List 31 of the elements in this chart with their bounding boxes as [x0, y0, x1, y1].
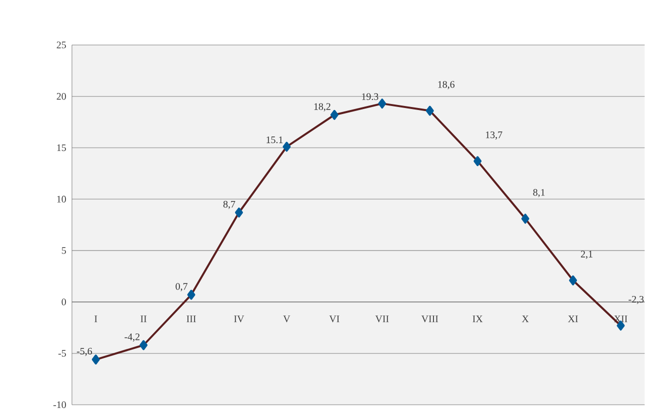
x-tick-label: XII: [614, 315, 628, 322]
data-label: 0,7: [176, 282, 188, 292]
data-label: -4,2: [124, 333, 140, 342]
data-label: 8,7: [223, 200, 236, 209]
data-label: 15.1: [266, 136, 283, 144]
x-tick-label: X: [522, 315, 529, 322]
y-tick-label: 20: [56, 92, 66, 100]
data-label: 8,1: [533, 188, 545, 197]
data-label: -5,6: [76, 348, 92, 356]
x-tick-label: IX: [472, 315, 483, 322]
x-tick-label: XI: [568, 315, 578, 322]
x-tick-label: VII: [375, 315, 389, 322]
y-tick-label: -5: [58, 350, 66, 356]
y-tick-label: 15: [57, 144, 66, 151]
x-tick-label: IV: [234, 315, 244, 322]
data-label: 13,7: [486, 131, 502, 140]
y-tick-label: 5: [62, 247, 66, 254]
y-tick-label: 0: [62, 298, 66, 306]
x-tick-label: V: [283, 315, 290, 322]
data-label: 2,1: [580, 250, 592, 259]
x-tick-label: I: [94, 315, 98, 322]
x-tick-label: III: [186, 315, 196, 322]
y-tick-label: 10: [57, 196, 66, 202]
y-tick-label: 25: [56, 41, 66, 48]
data-label: 18,6: [438, 80, 455, 90]
data-label: 19.3: [362, 93, 378, 100]
x-tick-label: II: [140, 315, 147, 322]
x-tick-label: VIII: [421, 315, 438, 322]
x-tick-label: VI: [329, 315, 340, 322]
y-tick-label: -10: [53, 401, 66, 408]
data-label: 18,2: [314, 102, 330, 112]
